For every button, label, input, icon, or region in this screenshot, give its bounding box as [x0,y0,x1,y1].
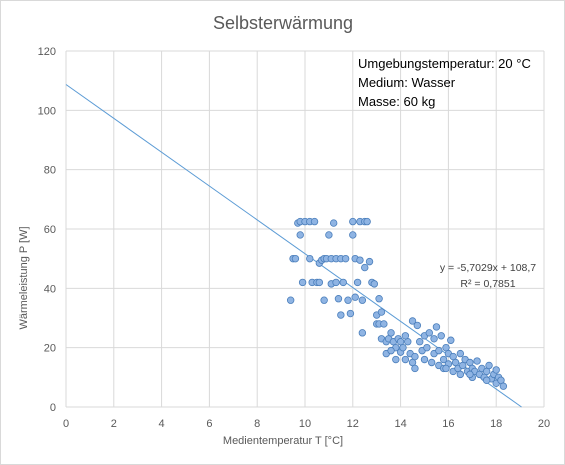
annotation-line-ambient: Umgebungstemperatur: 20 °C [358,56,531,71]
data-point [437,332,445,340]
data-points [286,217,508,390]
data-point [349,231,357,239]
data-point [380,320,388,328]
x-tick-label: 18 [490,418,502,430]
data-point [361,263,369,272]
data-point [387,329,395,337]
data-point [447,336,455,344]
x-tick-label: 16 [442,418,454,430]
data-point [353,278,362,287]
y-tick-label: 60 [44,224,56,236]
data-point [482,376,491,384]
data-point [315,278,324,287]
data-point [291,254,300,263]
data-point [423,343,431,352]
x-tick-label: 6 [206,418,212,430]
grid-lines [65,50,545,408]
data-point [411,364,419,373]
x-tick-label: 12 [347,418,359,430]
tick-labels: 0 2 4 6 8 10 12 14 16 18 20 0 20 40 60 80 100 120 [38,46,550,430]
data-point [413,321,422,330]
data-point [466,370,474,379]
data-point [356,256,364,264]
data-point [349,217,357,226]
data-point [401,332,410,340]
data-point [296,231,304,239]
data-point [363,217,371,226]
annotation-line-medium: Medium: Wasser [358,75,456,90]
y-tick-label: 0 [50,402,56,414]
data-point [430,335,438,343]
data-point [387,346,395,355]
data-point [456,349,465,358]
data-point [427,358,436,367]
data-point [485,361,493,370]
data-point [286,296,295,304]
data-point [425,329,433,337]
data-point [358,329,367,337]
x-axis-label: Medientemperatur T [°C] [223,435,343,447]
x-tick-label: 8 [254,418,260,430]
data-point [411,352,419,361]
data-point [298,278,307,287]
y-axis-label: Wärmeleistung P [W] [18,226,30,329]
data-point [456,370,465,379]
data-point [473,357,481,365]
data-point [399,343,407,352]
data-point [339,278,347,287]
data-point [377,308,386,316]
x-tick-label: 20 [538,418,550,430]
data-point [332,278,340,287]
data-point [329,219,338,227]
data-point [420,355,429,364]
data-point [310,217,319,226]
data-point [392,355,400,364]
data-point [432,323,441,331]
data-point [401,355,410,364]
y-tick-label: 100 [38,105,56,117]
data-point [306,254,314,263]
y-tick-label: 120 [38,46,56,58]
y-tick-label: 80 [44,165,56,177]
x-tick-label: 10 [299,418,311,430]
data-point [442,364,450,373]
data-point [337,311,345,319]
chart-title: Selbsterwärmung [213,13,353,33]
annotation-line-mass: Masse: 60 kg [358,94,435,109]
data-point [365,257,374,266]
x-tick-label: 0 [63,418,69,430]
data-point [408,317,417,325]
data-point [358,296,367,304]
data-point [375,295,383,303]
x-tick-label: 14 [394,418,406,430]
x-tick-label: 4 [159,418,165,430]
trendline-equation: y = -5,7029x + 108,7 [440,262,536,274]
data-point [344,296,352,304]
data-point [370,280,379,288]
data-point [334,295,343,303]
data-point [439,355,448,364]
data-point [435,346,443,355]
data-point [416,338,424,346]
x-tick-label: 2 [111,418,117,430]
data-point [325,231,333,239]
data-point [320,296,328,304]
data-point [346,309,355,318]
data-point [351,293,359,301]
data-point [492,366,500,374]
y-tick-label: 40 [44,283,56,295]
y-tick-label: 20 [44,343,56,355]
data-point [499,382,508,390]
data-point [341,254,350,263]
trendline-r-squared: R² = 0,7851 [460,278,515,290]
